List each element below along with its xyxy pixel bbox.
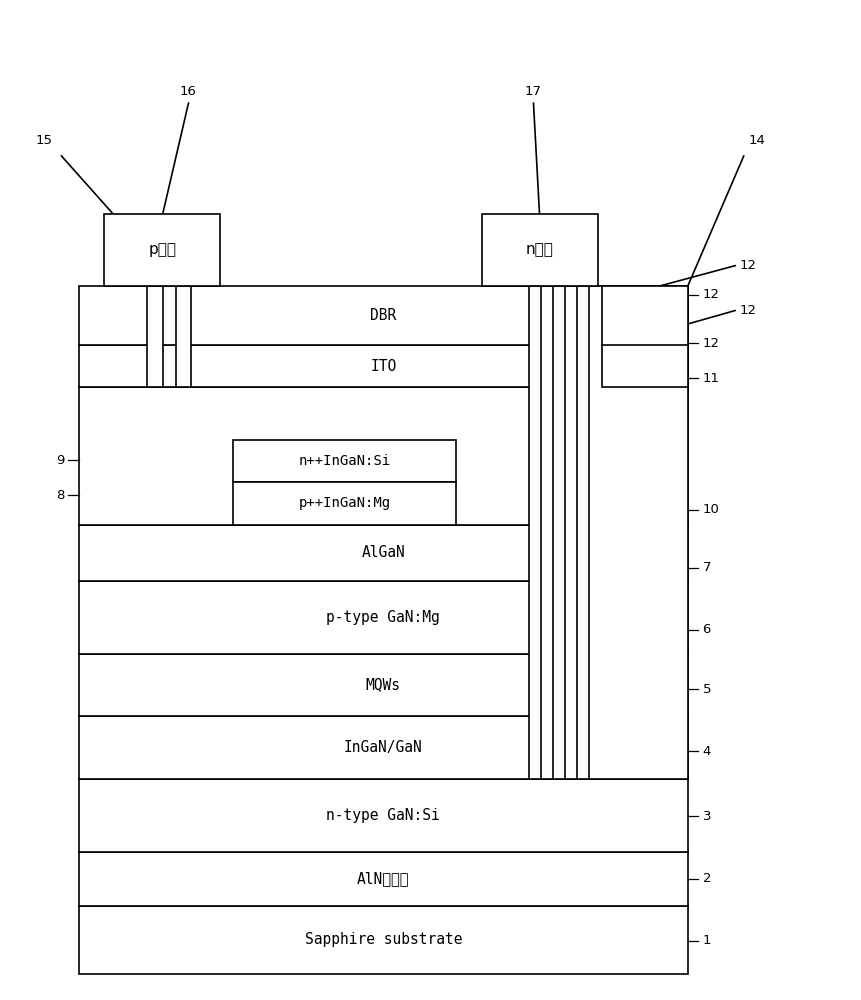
Text: 10: 10 <box>703 503 720 516</box>
Text: 12: 12 <box>703 337 720 350</box>
Bar <box>78 286 688 345</box>
Text: MQWs: MQWs <box>366 677 401 692</box>
Bar <box>147 286 163 387</box>
Text: 8: 8 <box>56 489 64 502</box>
Bar <box>78 345 688 387</box>
Text: 17: 17 <box>525 85 542 98</box>
Bar <box>78 852 688 906</box>
Text: n焊盘: n焊盘 <box>526 242 554 257</box>
Text: 12: 12 <box>740 259 757 272</box>
Text: 11: 11 <box>703 372 720 385</box>
Text: 14: 14 <box>748 134 765 147</box>
Text: n++InGaN:Si: n++InGaN:Si <box>299 454 391 468</box>
Bar <box>530 286 688 779</box>
Bar <box>78 387 688 525</box>
Text: p焊盘: p焊盘 <box>148 242 177 257</box>
Text: p++InGaN:Mg: p++InGaN:Mg <box>299 496 391 510</box>
Text: 7: 7 <box>703 561 711 574</box>
Bar <box>602 286 688 387</box>
Text: n-type GaN: n-type GaN <box>339 449 427 464</box>
Bar <box>78 654 688 716</box>
Bar <box>78 525 688 581</box>
Bar <box>233 482 456 525</box>
Bar <box>233 440 456 482</box>
Text: 16: 16 <box>180 85 197 98</box>
Text: ITO: ITO <box>370 359 396 374</box>
Text: p-type GaN:Mg: p-type GaN:Mg <box>326 610 440 625</box>
Text: n-type GaN:Si: n-type GaN:Si <box>326 808 440 823</box>
Text: Sapphire substrate: Sapphire substrate <box>305 932 462 947</box>
Bar <box>482 214 598 286</box>
Text: 12: 12 <box>740 304 757 317</box>
Text: 9: 9 <box>56 454 64 467</box>
Bar <box>176 286 191 387</box>
Text: 6: 6 <box>703 623 711 636</box>
Text: 12: 12 <box>703 288 720 301</box>
Text: 3: 3 <box>703 810 711 823</box>
Bar <box>78 779 688 852</box>
Text: AlGaN: AlGaN <box>362 545 406 560</box>
Text: 15: 15 <box>36 134 53 147</box>
Text: 5: 5 <box>703 683 711 696</box>
Bar <box>78 906 688 974</box>
Text: DBR: DBR <box>370 308 396 323</box>
Text: 2: 2 <box>703 872 711 885</box>
Bar <box>78 581 688 654</box>
Bar <box>104 214 220 286</box>
Text: AlN缓冲层: AlN缓冲层 <box>357 871 410 886</box>
Text: 4: 4 <box>703 745 711 758</box>
Text: InGaN/GaN: InGaN/GaN <box>344 740 423 755</box>
Bar <box>78 716 688 779</box>
Text: 1: 1 <box>703 934 711 947</box>
